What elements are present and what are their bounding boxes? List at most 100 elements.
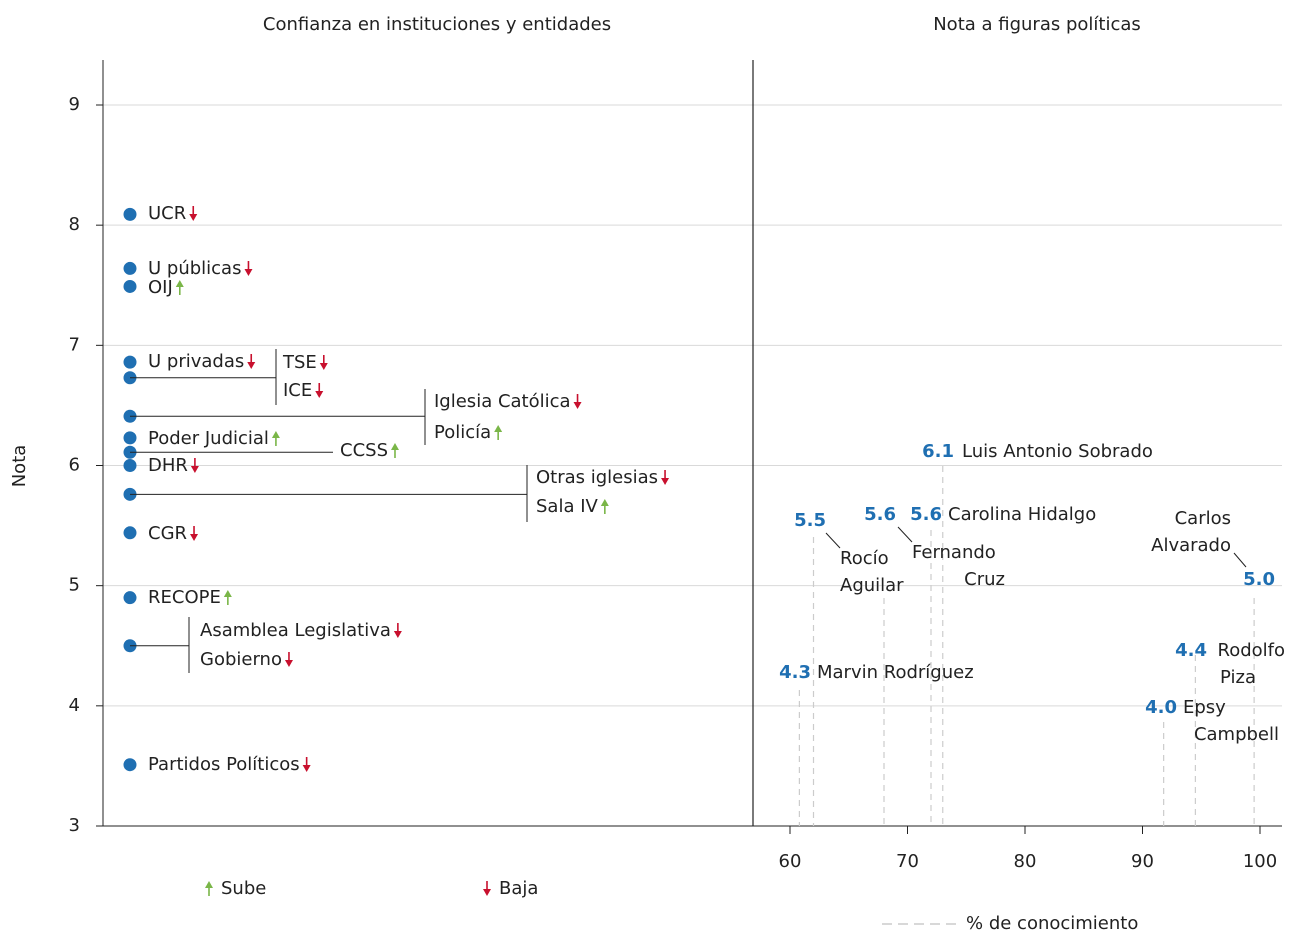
figure-name-label: Luis Antonio Sobrado — [962, 441, 1153, 462]
institution-label: Asamblea Legislativa — [200, 620, 391, 641]
trend-up-icon-head — [271, 431, 280, 438]
trend-up-icon — [271, 431, 280, 446]
label-connectors — [130, 349, 528, 673]
figure-leader-line — [825, 532, 841, 549]
institution-label: U privadas — [148, 351, 244, 372]
figure-name-label: Alvarado — [1151, 535, 1231, 556]
institution-label: ICE — [283, 380, 312, 401]
figure-value-label: 4.4 — [1175, 640, 1207, 661]
trend-down-icon — [284, 652, 293, 667]
institution-label: OIJ — [148, 277, 173, 298]
institution-dot — [123, 431, 137, 445]
trend-down-icon-head — [189, 214, 198, 221]
legend: Sube Baja — [221, 878, 538, 899]
trend-up-icon-head — [600, 499, 609, 506]
institution-label: RECOPE — [148, 587, 221, 608]
left-panel-title: Confianza en instituciones y entidades — [263, 14, 611, 35]
figure-value-label: 5.6 — [910, 504, 942, 525]
trend-up-icon-head — [223, 590, 232, 597]
trend-down-icon-head — [661, 478, 670, 485]
y-tick-label: 3 — [69, 815, 80, 836]
institution-label: Iglesia Católica — [434, 391, 571, 412]
figure-name-label: Fernando — [912, 542, 996, 563]
figure-name-label: Piza — [1220, 667, 1256, 688]
y-tick-label: 7 — [69, 334, 80, 355]
x-ticks: 60 70 80 90 100 — [779, 826, 1277, 872]
trend-down-icon-head — [284, 660, 293, 667]
trend-up-icon — [390, 443, 399, 458]
institution-label: U públicas — [148, 258, 241, 279]
knowledge-dashed-lines — [798, 466, 1255, 826]
figure-value-label: 4.0 — [1145, 697, 1177, 718]
trend-down-icon-head — [247, 362, 256, 369]
political-figures: 6.1 Luis Antonio Sobrado 5.5 Rocío Aguilar 5.… — [779, 441, 1285, 745]
institution-dot — [123, 459, 137, 472]
institution-dot — [123, 261, 137, 275]
x-axis-label: % de conocimiento — [966, 913, 1138, 934]
trend-down-icon — [190, 458, 199, 473]
figure-name-label: Marvin Rodríguez — [817, 662, 974, 683]
figure-value-label: 6.1 — [922, 441, 954, 462]
institution-dot — [123, 591, 137, 605]
x-tick-label: 70 — [896, 851, 919, 872]
trend-down-icon-head — [190, 466, 199, 473]
institution-label: TSE — [282, 352, 317, 373]
trend-down-icon — [247, 354, 256, 369]
institution-label: CGR — [148, 523, 187, 544]
x-tick-label: 60 — [779, 851, 802, 872]
institution-label: Otras iglesias — [536, 467, 658, 488]
institution-dot — [123, 758, 137, 772]
trend-up-icon — [223, 590, 232, 605]
figure-name-label: Aguilar — [840, 575, 904, 596]
trend-up-icon-head — [390, 443, 399, 450]
trend-down-icon-head — [244, 269, 253, 276]
trend-down-icon — [302, 757, 311, 772]
trend-down-icon — [244, 261, 253, 276]
trend-down-icon — [315, 383, 324, 398]
figure-name-label: Carlos — [1175, 508, 1231, 529]
y-tick-label: 4 — [69, 695, 80, 716]
figure-name-label: Cruz — [964, 569, 1005, 590]
y-tick-label: 8 — [69, 214, 80, 235]
figure-value-label: 5.6 — [864, 504, 896, 525]
trend-down-icon-head — [190, 534, 199, 541]
figure-name-label: Campbell — [1194, 724, 1279, 745]
institution-label: CCSS — [340, 440, 388, 461]
institution-dot — [123, 207, 137, 221]
trend-up-icon — [600, 499, 609, 514]
legend-down-arrow-icon-head — [483, 889, 491, 896]
trend-down-icon-head — [393, 631, 402, 638]
trend-down-icon-head — [319, 363, 328, 370]
trend-down-icon — [319, 355, 328, 370]
trend-down-icon — [189, 206, 198, 221]
figure-name-label: Carolina Hidalgo — [948, 504, 1096, 525]
institution-label: Policía — [434, 422, 491, 443]
x-tick-label: 100 — [1243, 851, 1277, 872]
trend-down-icon-head — [315, 391, 324, 398]
y-tick-label: 5 — [69, 575, 80, 596]
x-tick-label: 80 — [1014, 851, 1037, 872]
right-panel-title: Nota a figuras políticas — [933, 14, 1141, 35]
trend-up-icon-head — [494, 425, 503, 432]
trend-down-icon-head — [573, 402, 582, 409]
trend-down-icon — [661, 470, 670, 485]
x-axis-legend: % de conocimiento — [882, 913, 1138, 934]
y-tick-label: 9 — [69, 94, 80, 115]
institution-label: Sala IV — [536, 496, 599, 517]
legend-up-arrow-icon-head — [205, 881, 213, 888]
legend-down-arrow-icon — [483, 881, 491, 896]
institution-dot — [123, 526, 137, 540]
trend-up-icon-head — [175, 280, 184, 287]
institution-dot — [123, 279, 137, 293]
x-tick-label: 90 — [1131, 851, 1154, 872]
trend-up-icon — [175, 280, 184, 295]
gridlines — [103, 104, 1282, 707]
institution-label: UCR — [148, 203, 186, 224]
figure-value-label: 4.3 — [779, 662, 811, 683]
institution-label: Poder Judicial — [148, 428, 269, 449]
institution-label: Partidos Políticos — [148, 754, 300, 775]
trend-down-icon — [190, 526, 199, 541]
y-tick-label: 6 — [69, 455, 80, 476]
